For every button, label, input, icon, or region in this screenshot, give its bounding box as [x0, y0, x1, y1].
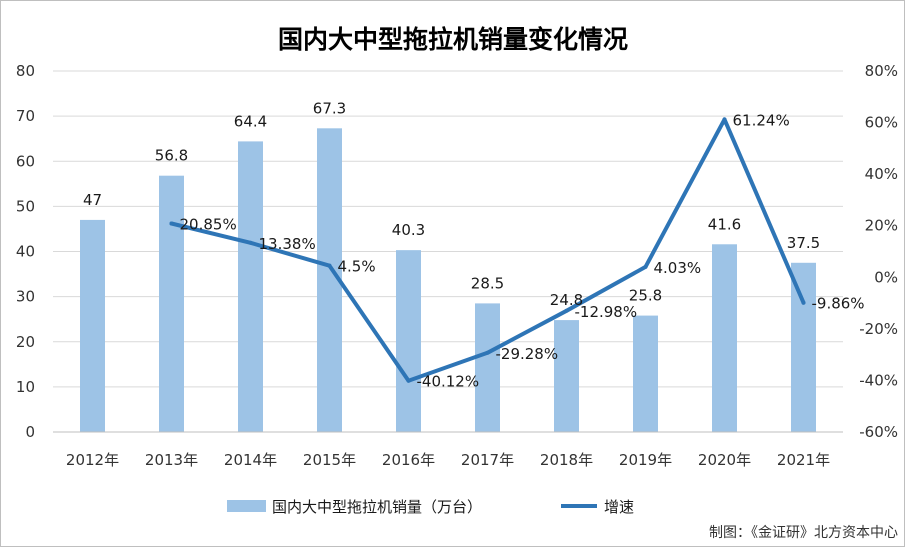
growth-value-label: 4.5%	[338, 258, 376, 276]
x-tick-label: 2019年	[619, 451, 672, 469]
growth-value-label: 13.38%	[259, 235, 316, 253]
y-left-tick-label: 20	[16, 333, 35, 351]
growth-value-label: 61.24%	[733, 111, 790, 129]
bar-value-label: 24.8	[550, 291, 583, 309]
x-tick-label: 2015年	[303, 451, 356, 469]
source-note: 制图：《金证研》北方资本中心	[709, 525, 898, 541]
y-right-tick-label: 0%	[874, 268, 898, 286]
bar-value-label: 25.8	[629, 287, 662, 305]
x-tick-label: 2018年	[540, 451, 593, 469]
bar	[554, 320, 579, 432]
bar-series	[80, 128, 816, 432]
legend-bar-label: 国内大中型拖拉机销量（万台）	[272, 498, 482, 516]
legend: 国内大中型拖拉机销量（万台） 增速	[227, 498, 634, 516]
bar	[712, 244, 737, 432]
bar	[80, 219, 105, 432]
bar-value-label: 28.5	[471, 274, 504, 292]
x-tick-label: 2012年	[66, 451, 119, 469]
x-tick-label: 2021年	[777, 451, 830, 469]
x-tick-label: 2020年	[698, 451, 751, 469]
growth-value-label: 20.85%	[180, 216, 237, 234]
legend-bar-swatch	[227, 500, 266, 512]
y-right-tick-label: -20%	[859, 320, 898, 338]
growth-value-label: -40.12%	[417, 373, 480, 391]
data-labels: 47 56.8 64.4 67.3 40.3 28.5 24.8 25.8 41.6 37.5 20…	[83, 99, 865, 390]
y-right-tick-label: -40%	[859, 371, 898, 389]
growth-point	[169, 221, 174, 226]
chart-title: 国内大中型拖拉机销量变化情况	[278, 25, 628, 54]
y-left-tick-label: 0	[25, 423, 35, 441]
growth-value-label: -9.86%	[812, 295, 865, 313]
growth-point	[564, 308, 569, 313]
growth-point	[801, 300, 806, 305]
growth-point	[485, 350, 490, 355]
bar	[475, 303, 500, 432]
bar	[791, 262, 816, 432]
y-left-tick-label: 70	[16, 107, 35, 125]
growth-point	[722, 117, 727, 122]
y-left-tick-label: 60	[16, 152, 35, 170]
growth-point	[327, 263, 332, 268]
y-right-tick-label: 40%	[865, 165, 898, 183]
bar	[396, 250, 421, 432]
gridlines	[53, 70, 843, 388]
growth-value-label: 4.03%	[654, 259, 702, 277]
growth-point	[406, 378, 411, 383]
x-tick-label: 2016年	[382, 451, 435, 469]
y-right-tick-label: 60%	[865, 114, 898, 132]
y-left-tick-label: 80	[16, 62, 35, 80]
y-right-tick-label: -60%	[859, 423, 898, 441]
y-left-tick-label: 50	[16, 197, 35, 215]
growth-value-label: -12.98%	[575, 303, 638, 321]
y-right-tick-label: 20%	[865, 217, 898, 235]
y-left-tick-label: 10	[16, 378, 35, 396]
growth-point	[248, 240, 253, 245]
bar-value-label: 47	[83, 191, 102, 209]
bar	[633, 315, 658, 432]
x-tick-label: 2013年	[145, 451, 198, 469]
x-tick-label: 2017年	[461, 451, 514, 469]
y-left-tick-label: 30	[16, 288, 35, 306]
y-right-tick-label: 80%	[865, 62, 898, 80]
line-series	[169, 117, 806, 383]
bar-value-label: 56.8	[155, 147, 188, 165]
y-left-tick-label: 40	[16, 243, 35, 261]
bar-value-label: 64.4	[234, 112, 267, 130]
bar-value-label: 40.3	[392, 221, 425, 239]
growth-point	[643, 264, 648, 269]
axes: 0 10 20 30 40 50 60 70 80 -60% -40% -20% 0% 20% 40% 60%…	[16, 62, 898, 469]
bar	[238, 141, 263, 432]
bar-value-label: 67.3	[313, 99, 346, 117]
bar-value-label: 37.5	[787, 234, 820, 252]
x-tick-label: 2014年	[224, 451, 277, 469]
legend-line-label: 增速	[604, 498, 634, 516]
growth-value-label: -29.28%	[496, 345, 559, 363]
bar	[159, 175, 184, 432]
bar-value-label: 41.6	[708, 215, 741, 233]
